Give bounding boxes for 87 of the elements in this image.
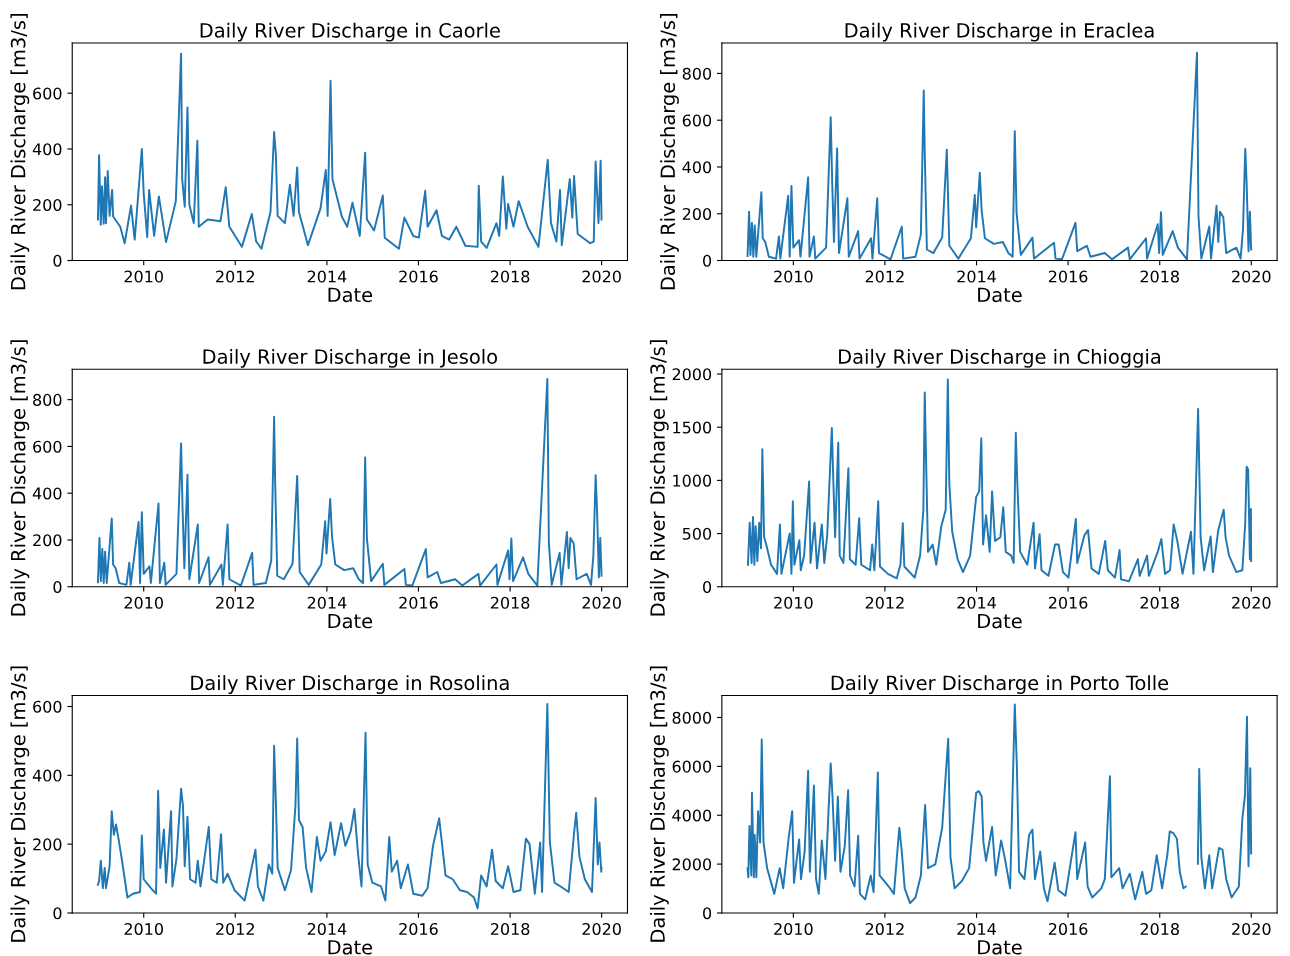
x-tick-label: 2016 (399, 922, 438, 936)
y-axis-title: Daily River Discharge [m3/s] (649, 340, 669, 616)
x-tick-label: 2020 (1232, 922, 1271, 936)
y-tick-label: 0 (703, 907, 712, 920)
y-tick-label: 0 (53, 907, 62, 920)
x-axis-title: Date (978, 287, 1022, 303)
x-tick-label: 2012 (216, 922, 254, 936)
y-tick-label: 400 (32, 143, 62, 156)
x-tick-label: 2014 (957, 596, 996, 609)
x-axis-title: Date (328, 613, 373, 629)
x-tick-label: 2020 (582, 270, 621, 283)
x-tick-label: 2018 (1140, 596, 1179, 609)
y-tick-label: 0 (703, 580, 712, 594)
y-tick-label: 2000 (672, 368, 712, 381)
y-tick-label: 500 (682, 527, 712, 540)
x-tick-label: 2012 (216, 596, 254, 609)
x-tick-label: 2016 (1048, 922, 1088, 936)
y-tick-label: 800 (682, 67, 712, 80)
x-tick-label: 2016 (1048, 596, 1088, 609)
x-tick-label: 2018 (490, 270, 530, 283)
y-axis-title: Daily River Discharge [m3/s] (10, 340, 30, 616)
y-tick-label: 200 (33, 534, 62, 547)
x-tick-label: 2010 (774, 922, 813, 936)
x-tick-label: 2012 (865, 922, 904, 936)
x-tick-label: 2010 (124, 922, 163, 936)
x-tick-label: 2014 (957, 270, 996, 283)
y-tick-label: 200 (33, 838, 62, 851)
x-tick-label: 2020 (582, 922, 621, 936)
y-tick-label: 2000 (672, 858, 712, 871)
chart-title: Daily River Discharge in Jesolo (203, 348, 498, 368)
chart-title: Daily River Discharge in Porto Tolle (831, 675, 1169, 694)
y-tick-label: 200 (33, 198, 62, 212)
y-tick-label: 600 (33, 700, 62, 713)
x-axis-title: Date (978, 613, 1022, 629)
line-series (96, 52, 603, 250)
x-tick-label: 2020 (1232, 596, 1271, 609)
x-axis-title: Date (328, 287, 373, 303)
x-axis-title: Date (328, 940, 373, 955)
y-axis-title: Daily River Discharge [m3/s] (649, 666, 669, 942)
x-tick-label: 2010 (124, 270, 163, 283)
x-tick-label: 2016 (399, 270, 438, 283)
chart-title: Daily River Discharge in Rosolina (191, 675, 509, 694)
x-axis-title: Date (978, 940, 1022, 955)
y-tick-label: 800 (33, 393, 62, 406)
x-tick-label: 2014 (307, 922, 347, 936)
x-tick-label: 2012 (865, 270, 904, 283)
x-tick-label: 2018 (490, 596, 530, 609)
x-tick-label: 2018 (490, 922, 530, 936)
x-tick-label: 2012 (216, 270, 254, 283)
x-tick-label: 2010 (124, 596, 163, 609)
y-tick-label: 600 (33, 87, 62, 100)
y-tick-label: 1000 (673, 474, 712, 487)
x-tick-label: 2010 (774, 596, 813, 609)
y-axis-title: Daily River Discharge [m3/s] (10, 666, 30, 942)
x-tick-label: 2016 (1048, 270, 1088, 283)
line-series (96, 378, 603, 587)
x-tick-label: 2018 (1140, 922, 1179, 936)
y-tick-label: 600 (33, 440, 62, 453)
y-tick-label: 0 (53, 254, 62, 267)
x-tick-label: 2018 (1140, 270, 1179, 283)
x-tick-label: 2010 (774, 270, 813, 283)
x-tick-label: 2014 (307, 596, 347, 609)
y-tick-label: 4000 (672, 809, 712, 822)
chart-title: Daily River Discharge in Eraclea (845, 22, 1154, 42)
chart-title: Daily River Discharge in Chioggia (839, 348, 1161, 368)
y-tick-label: 400 (682, 161, 712, 174)
y-tick-label: 600 (682, 114, 712, 127)
x-tick-label: 2020 (1232, 270, 1271, 283)
line-series (96, 703, 603, 910)
y-tick-label: 400 (32, 769, 62, 782)
y-tick-label: 8000 (672, 711, 712, 724)
y-axis-title: Daily River Discharge [m3/s] (660, 14, 679, 290)
y-tick-label: 400 (32, 487, 62, 500)
y-tick-label: 200 (682, 207, 712, 221)
y-tick-label: 0 (703, 254, 712, 267)
y-tick-label: 1500 (673, 421, 712, 434)
chart-title: Daily River Discharge in Caorle (200, 22, 500, 42)
x-tick-label: 2014 (957, 922, 996, 936)
y-axis-title: Daily River Discharge [m3/s] (10, 14, 30, 290)
line-series (746, 378, 1253, 583)
line-series (746, 51, 1253, 261)
y-tick-label: 0 (53, 580, 62, 594)
y-tick-label: 6000 (672, 760, 712, 773)
x-tick-label: 2020 (582, 596, 621, 609)
x-tick-label: 2014 (307, 270, 347, 283)
x-tick-label: 2012 (865, 596, 904, 609)
x-tick-label: 2016 (399, 596, 438, 609)
